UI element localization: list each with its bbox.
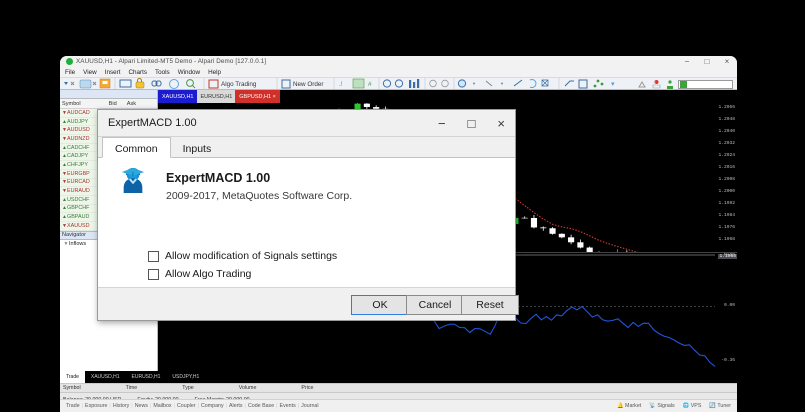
svg-text:New Order: New Order (293, 81, 323, 88)
svg-text:Algo Trading: Algo Trading (221, 81, 257, 88)
svg-text:▾: ▾ (611, 81, 615, 88)
svg-text:#: # (368, 81, 372, 88)
svg-text:.!: .! (339, 81, 343, 88)
